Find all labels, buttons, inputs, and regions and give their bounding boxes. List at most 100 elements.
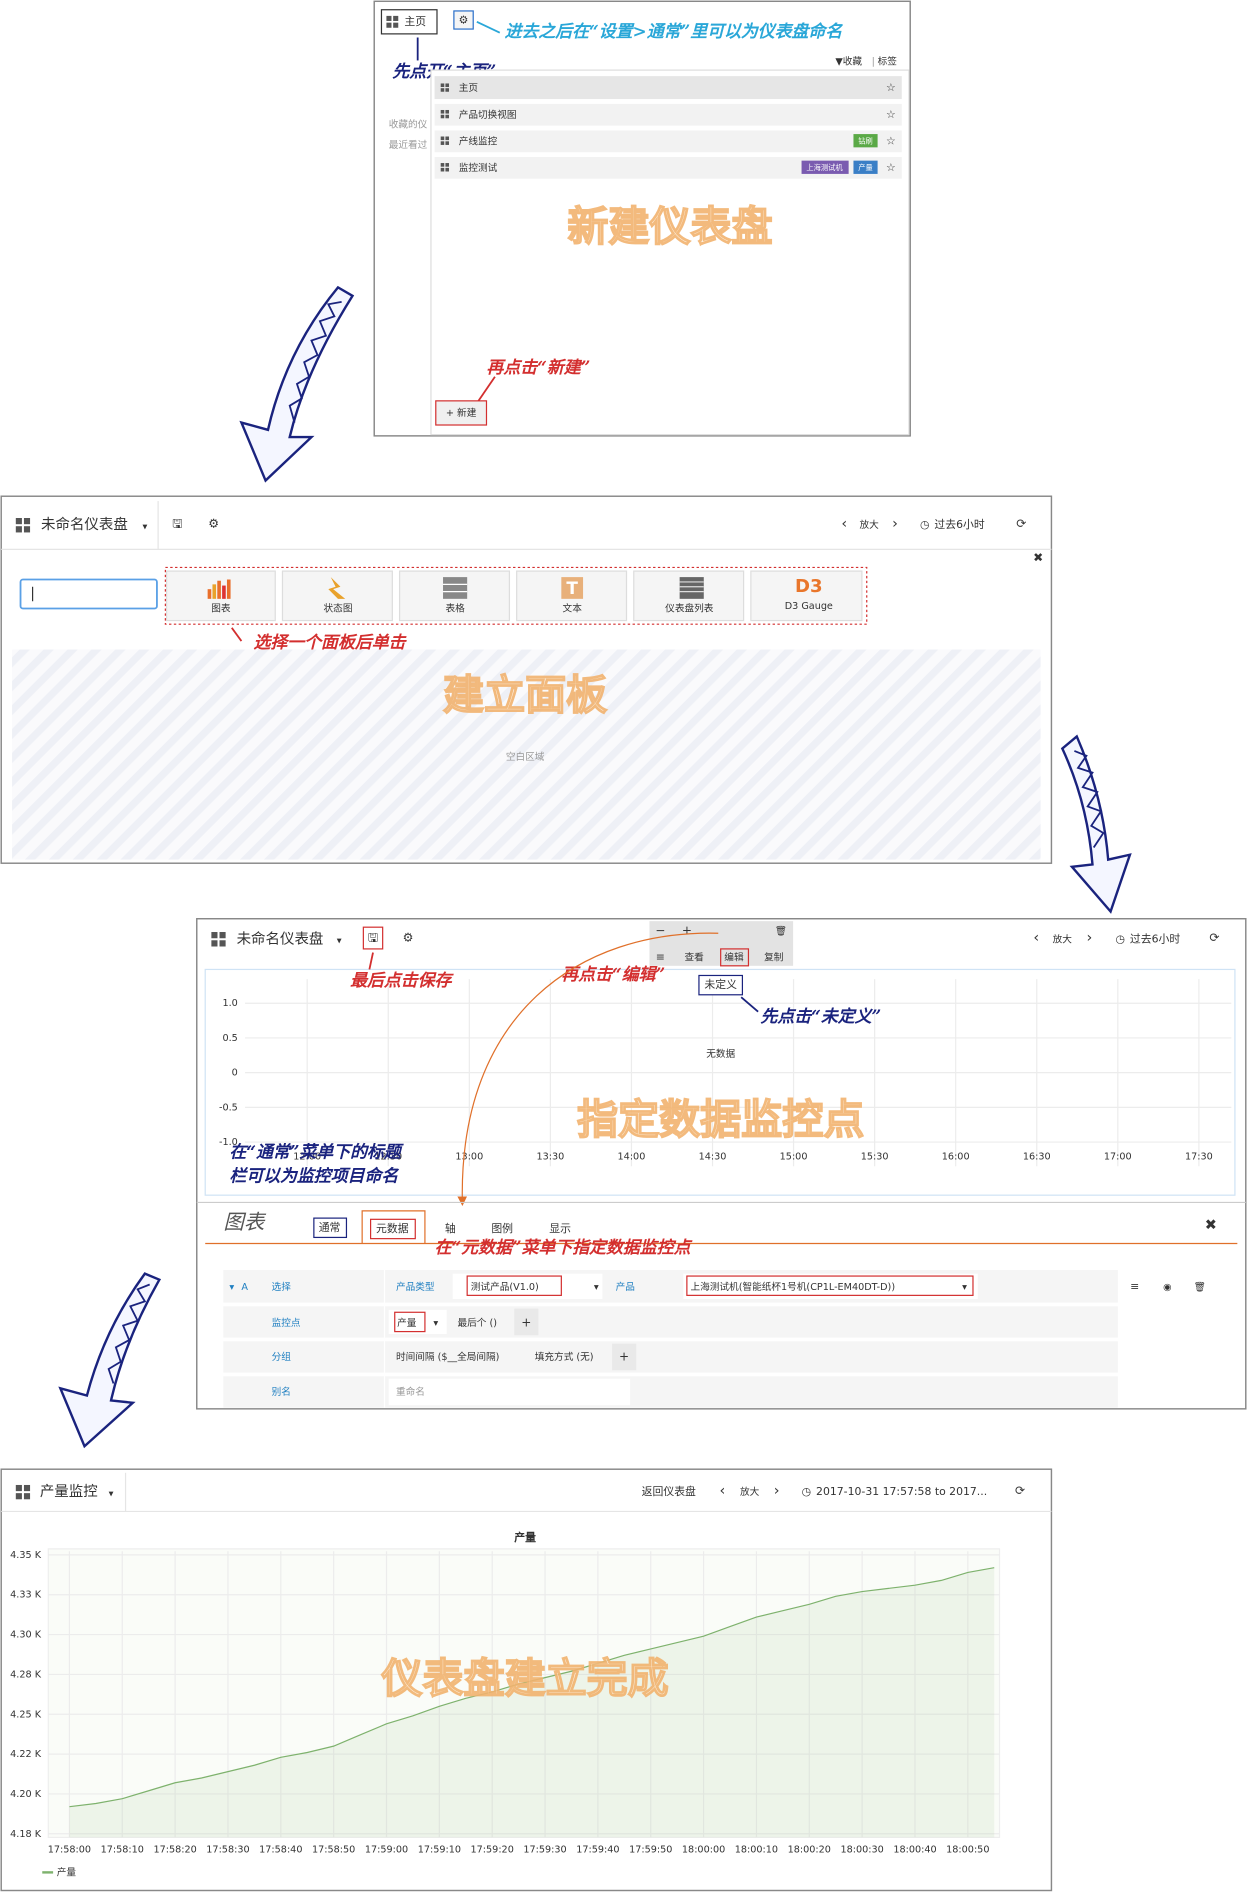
- menu-icon[interactable]: ≡: [1130, 1280, 1139, 1293]
- menu-item[interactable]: 查看: [684, 951, 704, 963]
- y-tick-label: 4.22 K: [10, 1749, 42, 1760]
- select-value: 测试产品(V1.0): [471, 1281, 539, 1293]
- settings-button[interactable]: [453, 10, 474, 30]
- editor-heading: 图表: [223, 1210, 267, 1234]
- grow[interactable]: +: [682, 923, 692, 937]
- list-label: 主页: [459, 82, 479, 94]
- tab[interactable]: 图例: [491, 1221, 513, 1235]
- next[interactable]: ›: [774, 1483, 780, 1499]
- add-icon: +: [521, 1316, 531, 1330]
- x-tick-label: 17:58:30: [206, 1844, 249, 1855]
- add[interactable]: [514, 1308, 539, 1336]
- star[interactable]: ☆: [886, 108, 896, 121]
- toolbar[interactable]: ▼收藏: [835, 56, 862, 68]
- chart-icon: [207, 579, 231, 599]
- x-tick-label: 15:00: [780, 1152, 808, 1163]
- add[interactable]: [612, 1343, 637, 1371]
- gear[interactable]: ⚙: [208, 516, 219, 530]
- delete[interactable]: 🗑: [775, 925, 787, 937]
- zoom[interactable]: 放大: [740, 1486, 760, 1498]
- tab[interactable]: 通常: [319, 1221, 341, 1234]
- func: 最后个 (): [458, 1318, 498, 1329]
- time-range[interactable]: 过去6小时: [934, 518, 984, 531]
- star[interactable]: ☆: [886, 81, 896, 94]
- panel-label: 状态图: [324, 602, 353, 614]
- highlight: [369, 1218, 416, 1240]
- x-tick-label: 17:59:40: [576, 1844, 619, 1855]
- list-row[interactable]: [434, 157, 902, 179]
- home-button[interactable]: [380, 9, 438, 35]
- search-input[interactable]: [19, 578, 158, 610]
- save-icon[interactable]: 🖫: [172, 516, 182, 530]
- tab[interactable]: 元数据: [376, 1221, 409, 1235]
- star[interactable]: ☆: [886, 134, 896, 147]
- next[interactable]: ›: [1086, 930, 1092, 946]
- annotation: 在“元数据”菜单下指定数据监控点: [435, 1237, 693, 1257]
- list-row[interactable]: [434, 130, 902, 153]
- close[interactable]: ✖: [1205, 1217, 1217, 1233]
- zoom[interactable]: 放大: [860, 519, 880, 531]
- y-tick-label: 4.35 K: [10, 1550, 42, 1561]
- arrow-hatch: [1074, 750, 1105, 849]
- prev[interactable]: ‹: [719, 1483, 725, 1499]
- next[interactable]: ›: [892, 516, 898, 532]
- area: [69, 1567, 995, 1838]
- x-tick-label: 12:00: [293, 1152, 321, 1163]
- dashboard-title[interactable]: 产量监控: [40, 1483, 98, 1500]
- list-row[interactable]: [434, 103, 902, 126]
- zoom[interactable]: 放大: [1053, 933, 1073, 945]
- query-editor: ▾ A 选择 产品类型 测试产品(V1.0) ▾ 产品 上海测试机(智能纸杯1号…: [223, 1270, 1206, 1408]
- save-icon: 🖫: [368, 931, 378, 945]
- no-data: 无数据: [706, 1048, 735, 1060]
- time-range[interactable]: 2017-10-31 17:57:58 to 2017...: [816, 1485, 987, 1498]
- big-arrow: [239, 285, 355, 483]
- caret: ▾: [433, 1318, 438, 1329]
- dashboard-title[interactable]: 未命名仪表盘: [237, 929, 324, 947]
- new-button[interactable]: [435, 400, 488, 426]
- save-button[interactable]: [362, 926, 384, 950]
- list-row[interactable]: [434, 76, 902, 100]
- collapse[interactable]: ▾: [229, 1282, 234, 1293]
- y-tick-label: 0: [232, 1068, 238, 1079]
- x-tick-label: 17:00: [1104, 1152, 1132, 1163]
- menu-item[interactable]: 编辑: [724, 951, 744, 963]
- refresh[interactable]: ⟳: [1209, 931, 1219, 945]
- refresh[interactable]: ⟳: [1016, 516, 1026, 530]
- arrow: [476, 20, 501, 34]
- shrink[interactable]: −: [655, 923, 665, 937]
- time-range[interactable]: 过去6小时: [1130, 932, 1180, 945]
- gear[interactable]: ⚙: [403, 931, 414, 945]
- panel-button[interactable]: [281, 570, 393, 622]
- caret: ▾: [109, 1488, 114, 1499]
- annotation: 选择一个面板后单击: [254, 632, 408, 652]
- query-row: [223, 1270, 1118, 1303]
- select[interactable]: [388, 1309, 447, 1334]
- panel-title-label: 未定义: [704, 977, 737, 991]
- caret: ▾: [594, 1282, 599, 1293]
- alias-input[interactable]: [388, 1378, 631, 1406]
- y-tick-label: 4.25 K: [10, 1709, 42, 1720]
- close[interactable]: ✖: [1033, 550, 1043, 564]
- back-button[interactable]: 返回仪表盘: [642, 1484, 696, 1498]
- toolbar[interactable]: 标签: [878, 56, 898, 68]
- star[interactable]: ☆: [886, 161, 896, 174]
- step3: 未命名仪表盘 ▾ 🖫 ⚙ ‹ 放大 › ◷ 过去6小时 ⟳ 1.0 0.5 0 -0.…: [196, 918, 1247, 1410]
- eye[interactable]: ◉: [1163, 1282, 1171, 1293]
- menu-item[interactable]: 复制: [764, 951, 783, 963]
- list-label: 监控测试: [459, 162, 498, 174]
- x-tick-label: 17:58:00: [48, 1844, 91, 1855]
- panel-button[interactable]: [750, 570, 863, 622]
- arrow-shape: [1060, 734, 1132, 914]
- prev[interactable]: ‹: [1033, 930, 1039, 946]
- tab[interactable]: 轴: [445, 1221, 456, 1235]
- prev[interactable]: ‹: [841, 516, 847, 532]
- delete[interactable]: 🗑: [1194, 1281, 1206, 1293]
- refresh[interactable]: ⟳: [1015, 1483, 1025, 1497]
- y-tick-label: 4.28 K: [10, 1669, 42, 1680]
- tab[interactable]: 显示: [549, 1222, 571, 1235]
- x-tick-label: 17:59:50: [629, 1844, 672, 1855]
- sidebar-item: 收藏的仪: [389, 118, 428, 130]
- panel-title[interactable]: [698, 974, 744, 996]
- x-tick-label: 18:00:40: [893, 1844, 936, 1855]
- dashboard-title[interactable]: 未命名仪表盘: [41, 515, 128, 533]
